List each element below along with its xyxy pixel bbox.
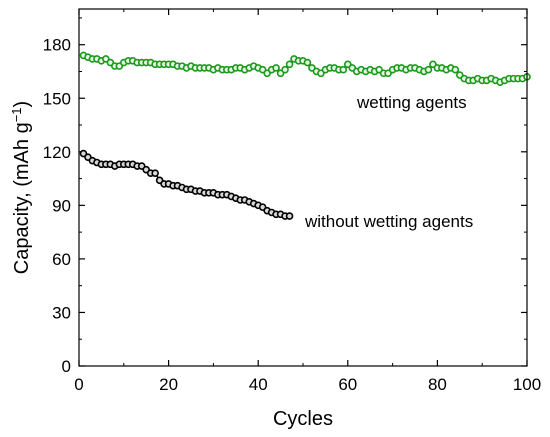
- x-axis-title: Cycles: [273, 408, 333, 430]
- x-tick-label: 0: [74, 375, 83, 394]
- annotation-wetting-agents: wetting agents: [356, 93, 467, 112]
- y-tick-label: 120: [43, 143, 71, 162]
- series-0: [79, 51, 531, 86]
- plot-frame: [78, 8, 528, 367]
- data-point: [451, 65, 460, 74]
- y-tick-label: 150: [43, 89, 71, 108]
- x-tick-label: 80: [428, 375, 447, 394]
- x-tick-label: 20: [159, 375, 178, 394]
- data-point: [285, 60, 294, 69]
- y-tick-label: 180: [43, 36, 71, 55]
- y-axis-title-main: Capacity, (mAh g: [11, 122, 33, 274]
- annotation-without-wetting-agents: without wetting agents: [304, 212, 473, 231]
- y-axis-title-superscript: −1: [9, 107, 24, 122]
- x-tick-label: 100: [513, 375, 541, 394]
- data-point: [151, 169, 159, 178]
- data-point: [424, 65, 433, 74]
- data-point: [339, 65, 348, 74]
- y-axis-title-close: ): [11, 101, 33, 108]
- series-1: [79, 149, 294, 220]
- data-point: [281, 65, 289, 74]
- x-tick-label: 60: [338, 375, 357, 394]
- tick-labels: 0 20 40 60 80 100 0 30 60 90 120 150 180: [43, 36, 542, 394]
- y-tick-label: 30: [52, 303, 71, 322]
- y-tick-label: 0: [62, 357, 71, 376]
- data-point: [285, 212, 294, 220]
- y-tick-label: 90: [52, 196, 71, 215]
- y-axis-title: Capacity, (mAh g−1): [9, 101, 34, 274]
- data-point: [272, 64, 280, 72]
- y-tick-label: 60: [52, 250, 71, 269]
- data-point: [303, 58, 312, 67]
- data-series: [79, 51, 531, 220]
- x-tick-label: 40: [249, 375, 268, 394]
